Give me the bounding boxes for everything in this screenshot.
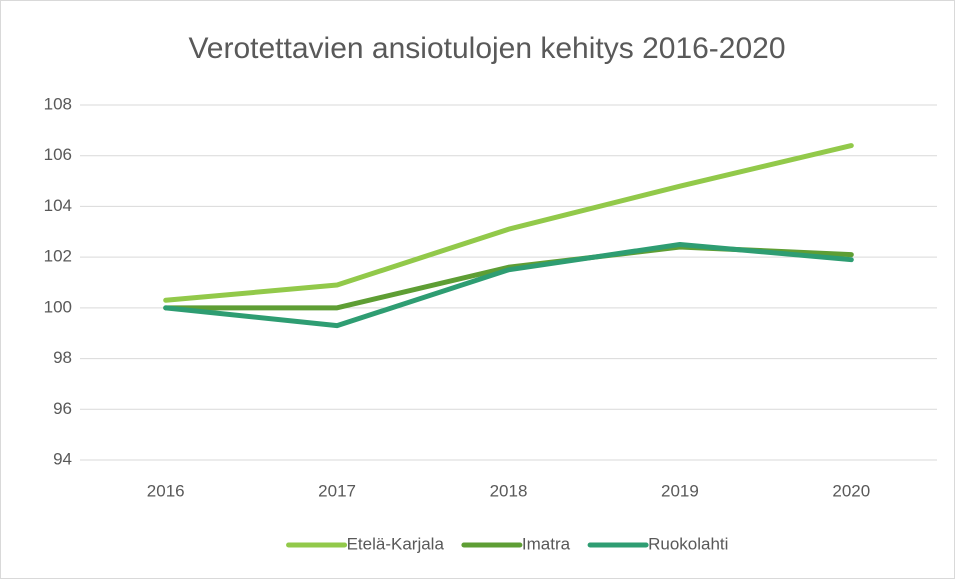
- series-line: [163, 241, 854, 329]
- series-line: [163, 143, 854, 303]
- chart-title: Verotettavien ansiotulojen kehitys 2016-…: [188, 32, 785, 65]
- x-tick-label: 2018: [490, 481, 528, 500]
- y-tick-label: 100: [44, 297, 72, 316]
- legend-label: Ruokolahti: [648, 534, 728, 553]
- y-tick-label: 94: [53, 449, 72, 468]
- y-tick-label: 98: [53, 348, 72, 367]
- x-tick-label: 2020: [832, 481, 870, 500]
- y-tick-label: 106: [44, 145, 72, 164]
- legend-label: Imatra: [522, 534, 571, 553]
- x-tick-label: 2019: [661, 481, 699, 500]
- y-tick-label: 102: [44, 247, 72, 266]
- y-tick-label: 96: [53, 399, 72, 418]
- y-tick-label: 108: [44, 94, 72, 113]
- x-tick-label: 2017: [318, 481, 356, 500]
- y-tick-label: 104: [44, 196, 72, 215]
- legend-label: Etelä-Karjala: [347, 534, 445, 553]
- x-tick-label: 2016: [147, 481, 185, 500]
